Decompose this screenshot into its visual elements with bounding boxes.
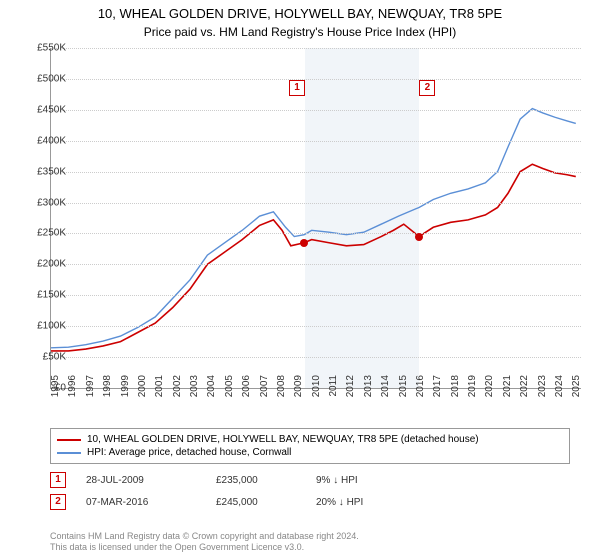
x-axis-label: 2019 — [467, 375, 478, 405]
x-axis-label: 2017 — [432, 375, 443, 405]
gridline — [51, 141, 581, 142]
legend: 10, WHEAL GOLDEN DRIVE, HOLYWELL BAY, NE… — [50, 428, 570, 464]
sale-diff: 20% ↓ HPI — [316, 497, 436, 508]
page-subtitle: Price paid vs. HM Land Registry's House … — [0, 23, 600, 43]
x-axis-label: 2022 — [519, 375, 530, 405]
gridline — [51, 326, 581, 327]
x-axis-label: 2011 — [328, 375, 339, 405]
x-axis-label: 2016 — [415, 375, 426, 405]
gridline — [51, 264, 581, 265]
y-axis-label: £400K — [26, 135, 66, 146]
sale-diff: 9% ↓ HPI — [316, 475, 436, 486]
y-axis-label: £250K — [26, 228, 66, 239]
x-axis-label: 2013 — [363, 375, 374, 405]
marker-box: 2 — [419, 80, 435, 96]
sale-number-box: 1 — [50, 472, 66, 488]
y-axis-label: £100K — [26, 321, 66, 332]
x-axis-label: 1999 — [120, 375, 131, 405]
y-axis-label: £150K — [26, 290, 66, 301]
x-axis-label: 2004 — [206, 375, 217, 405]
x-axis-label: 2007 — [259, 375, 270, 405]
y-axis-label: £200K — [26, 259, 66, 270]
x-axis-label: 2010 — [311, 375, 322, 405]
footer-text: Contains HM Land Registry data © Crown c… — [50, 531, 359, 554]
x-axis-label: 2023 — [537, 375, 548, 405]
y-axis-label: £50K — [26, 352, 66, 363]
x-axis-label: 2006 — [241, 375, 252, 405]
gridline — [51, 48, 581, 49]
sale-price: £245,000 — [216, 497, 316, 508]
gridline — [51, 233, 581, 234]
x-axis-label: 2009 — [293, 375, 304, 405]
y-axis-label: £300K — [26, 197, 66, 208]
legend-item: HPI: Average price, detached house, Corn… — [57, 446, 563, 459]
series-line — [51, 164, 576, 351]
x-axis-label: 2012 — [345, 375, 356, 405]
x-axis-label: 2001 — [154, 375, 165, 405]
gridline — [51, 79, 581, 80]
legend-swatch — [57, 452, 81, 454]
x-axis-label: 2015 — [398, 375, 409, 405]
y-axis-label: £450K — [26, 104, 66, 115]
legend-swatch — [57, 439, 81, 441]
footer-line2: This data is licensed under the Open Gov… — [50, 542, 359, 554]
x-axis-label: 2025 — [571, 375, 582, 405]
page-title: 10, WHEAL GOLDEN DRIVE, HOLYWELL BAY, NE… — [0, 0, 600, 23]
sales-table: 1 28-JUL-2009£235,0009% ↓ HPI 2 07-MAR-2016… — [50, 472, 436, 516]
sale-point — [415, 233, 423, 241]
sale-price: £235,000 — [216, 475, 316, 486]
sale-point — [300, 239, 308, 247]
x-axis-label: 1998 — [102, 375, 113, 405]
x-axis-label: 2014 — [380, 375, 391, 405]
x-axis-label: 2002 — [172, 375, 183, 405]
x-axis-label: 2020 — [484, 375, 495, 405]
gridline — [51, 110, 581, 111]
sale-row: 2 07-MAR-2016£245,00020% ↓ HPI — [50, 494, 436, 510]
x-axis-label: 1996 — [67, 375, 78, 405]
legend-label: HPI: Average price, detached house, Corn… — [87, 447, 291, 458]
y-axis-label: £550K — [26, 43, 66, 54]
x-axis-label: 2024 — [554, 375, 565, 405]
x-axis-label: 2008 — [276, 375, 287, 405]
legend-label: 10, WHEAL GOLDEN DRIVE, HOLYWELL BAY, NE… — [87, 434, 479, 445]
x-axis-label: 1997 — [85, 375, 96, 405]
series-line — [51, 109, 576, 348]
sale-date: 28-JUL-2009 — [86, 475, 216, 486]
sale-row: 1 28-JUL-2009£235,0009% ↓ HPI — [50, 472, 436, 488]
chart-container: 10, WHEAL GOLDEN DRIVE, HOLYWELL BAY, NE… — [0, 0, 600, 560]
marker-box: 1 — [289, 80, 305, 96]
x-axis-label: 2000 — [137, 375, 148, 405]
plot-area: 12 — [50, 48, 581, 389]
gridline — [51, 295, 581, 296]
gridline — [51, 203, 581, 204]
x-axis-label: 1995 — [50, 375, 61, 405]
chart-lines — [51, 48, 581, 388]
footer-line1: Contains HM Land Registry data © Crown c… — [50, 531, 359, 543]
sale-number-box: 2 — [50, 494, 66, 510]
x-axis-label: 2005 — [224, 375, 235, 405]
legend-item: 10, WHEAL GOLDEN DRIVE, HOLYWELL BAY, NE… — [57, 433, 563, 446]
gridline — [51, 357, 581, 358]
gridline — [51, 172, 581, 173]
x-axis-label: 2003 — [189, 375, 200, 405]
y-axis-label: £350K — [26, 166, 66, 177]
x-axis-label: 2018 — [450, 375, 461, 405]
y-axis-label: £500K — [26, 73, 66, 84]
x-axis-label: 2021 — [502, 375, 513, 405]
sale-date: 07-MAR-2016 — [86, 497, 216, 508]
